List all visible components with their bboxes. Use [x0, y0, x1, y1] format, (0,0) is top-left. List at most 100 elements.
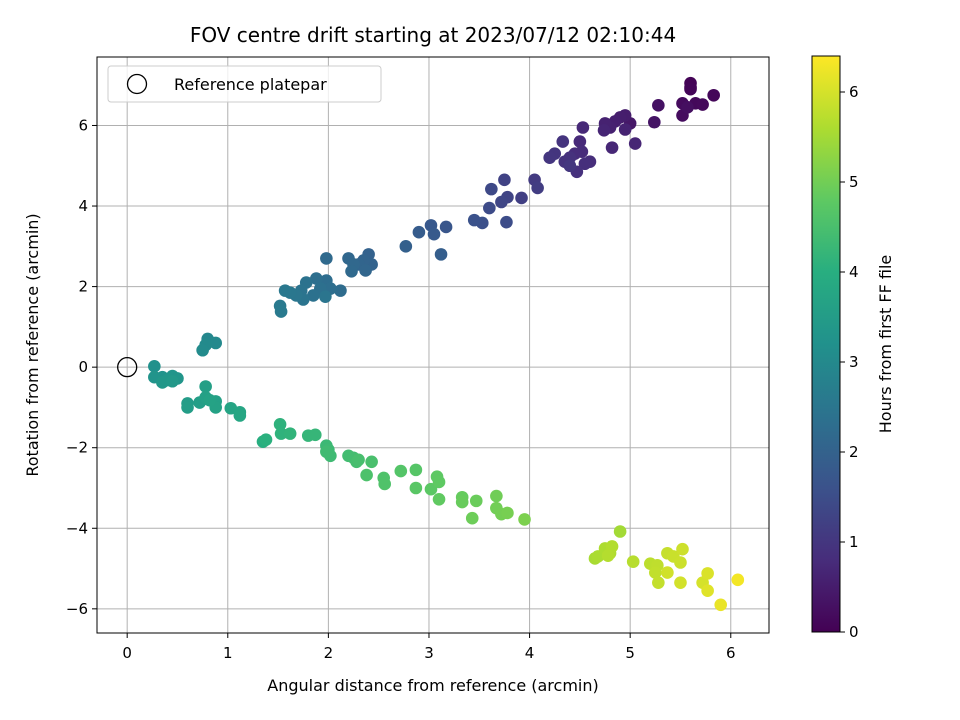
- data-point: [501, 506, 514, 520]
- x-tick-label: 1: [223, 644, 233, 662]
- data-point: [310, 272, 323, 285]
- data-point: [495, 195, 508, 209]
- y-axis-label: Rotation from reference (arcmin): [23, 213, 42, 476]
- data-point: [469, 494, 483, 508]
- data-point: [605, 141, 619, 154]
- data-point: [320, 445, 333, 459]
- data-point: [334, 284, 347, 297]
- data-point: [427, 227, 441, 241]
- colorbar-tick-label: 5: [849, 173, 859, 191]
- data-points: [117, 76, 745, 612]
- data-point: [148, 360, 161, 373]
- colorbar-tick-label: 0: [849, 623, 859, 641]
- data-point: [543, 151, 556, 164]
- data-point: [365, 455, 378, 469]
- data-point: [714, 598, 728, 612]
- x-axis-ticks: 0 1 2 3 4 5 6: [122, 633, 736, 662]
- colorbar: 0 1 2 3 4 5 6 Hours from first FF file: [811, 55, 895, 641]
- data-point: [412, 225, 426, 239]
- data-point: [274, 305, 288, 318]
- legend: Reference platepar: [107, 65, 382, 103]
- data-point: [399, 240, 413, 253]
- chart-title: FOV centre drift starting at 2023/07/12 …: [190, 23, 676, 47]
- data-point: [576, 121, 590, 134]
- data-point: [684, 82, 697, 96]
- data-point: [498, 173, 511, 187]
- data-point: [515, 191, 528, 205]
- x-tick-label: 6: [726, 644, 736, 662]
- data-point: [707, 88, 720, 102]
- data-point: [156, 376, 169, 389]
- data-point: [434, 248, 448, 261]
- data-point: [649, 566, 662, 579]
- x-axis-label: Angular distance from reference (arcmin): [267, 676, 598, 695]
- data-point: [618, 123, 632, 136]
- data-point: [166, 374, 179, 388]
- y-tick-label: −4: [66, 519, 88, 537]
- colorbar-ticks: 0 1 2 3 4 5 6: [840, 83, 859, 641]
- data-point: [233, 409, 247, 422]
- grid: [97, 57, 769, 633]
- data-point: [181, 401, 194, 414]
- data-point: [701, 567, 714, 580]
- data-point: [652, 99, 665, 112]
- x-tick-label: 5: [625, 644, 635, 662]
- data-point: [652, 576, 665, 589]
- data-point: [394, 464, 408, 478]
- data-point: [360, 468, 373, 482]
- data-point: [439, 220, 453, 234]
- data-point: [578, 157, 592, 171]
- data-point: [597, 124, 611, 137]
- data-point: [455, 495, 469, 509]
- data-point: [701, 584, 714, 598]
- data-point: [199, 380, 212, 393]
- colorbar-tick-label: 6: [849, 83, 859, 101]
- legend-label: Reference platepar: [174, 75, 327, 94]
- data-point: [320, 252, 333, 265]
- data-point: [432, 475, 446, 489]
- data-point: [563, 159, 577, 173]
- data-point: [278, 284, 292, 297]
- data-point: [500, 215, 513, 229]
- x-tick-label: 0: [122, 644, 132, 662]
- data-point: [518, 513, 531, 526]
- data-point: [283, 427, 297, 440]
- data-point: [731, 573, 745, 587]
- data-point: [628, 137, 642, 150]
- legend-marker-open-circle: [126, 73, 148, 95]
- data-point: [359, 264, 372, 277]
- data-point: [490, 489, 503, 503]
- data-point: [465, 511, 479, 525]
- data-point: [613, 525, 627, 538]
- data-point: [308, 428, 322, 442]
- data-point: [483, 201, 496, 215]
- data-point: [601, 549, 615, 562]
- data-point: [661, 566, 674, 579]
- y-tick-label: 6: [78, 116, 88, 134]
- colorbar-tick-label: 2: [849, 443, 859, 461]
- reference-platepar-marker: [117, 357, 138, 378]
- data-point: [259, 433, 273, 446]
- data-point: [467, 213, 481, 227]
- data-point: [432, 492, 446, 506]
- data-point: [676, 542, 689, 556]
- data-point: [648, 115, 661, 129]
- data-point: [378, 477, 392, 491]
- y-tick-label: −2: [66, 439, 88, 457]
- data-point: [409, 463, 423, 477]
- colorbar-tick-label: 4: [849, 263, 859, 281]
- data-point: [274, 427, 288, 440]
- data-point: [306, 289, 320, 302]
- data-point: [352, 453, 365, 467]
- data-point: [203, 393, 216, 407]
- data-point: [319, 290, 332, 303]
- x-tick-label: 4: [525, 644, 535, 662]
- plot-area-frame: [96, 56, 770, 634]
- data-point: [273, 418, 287, 431]
- colorbar-gradient: [811, 55, 841, 633]
- y-tick-label: 0: [78, 358, 88, 376]
- data-point: [531, 181, 544, 195]
- data-point: [696, 98, 709, 111]
- data-point: [674, 576, 687, 589]
